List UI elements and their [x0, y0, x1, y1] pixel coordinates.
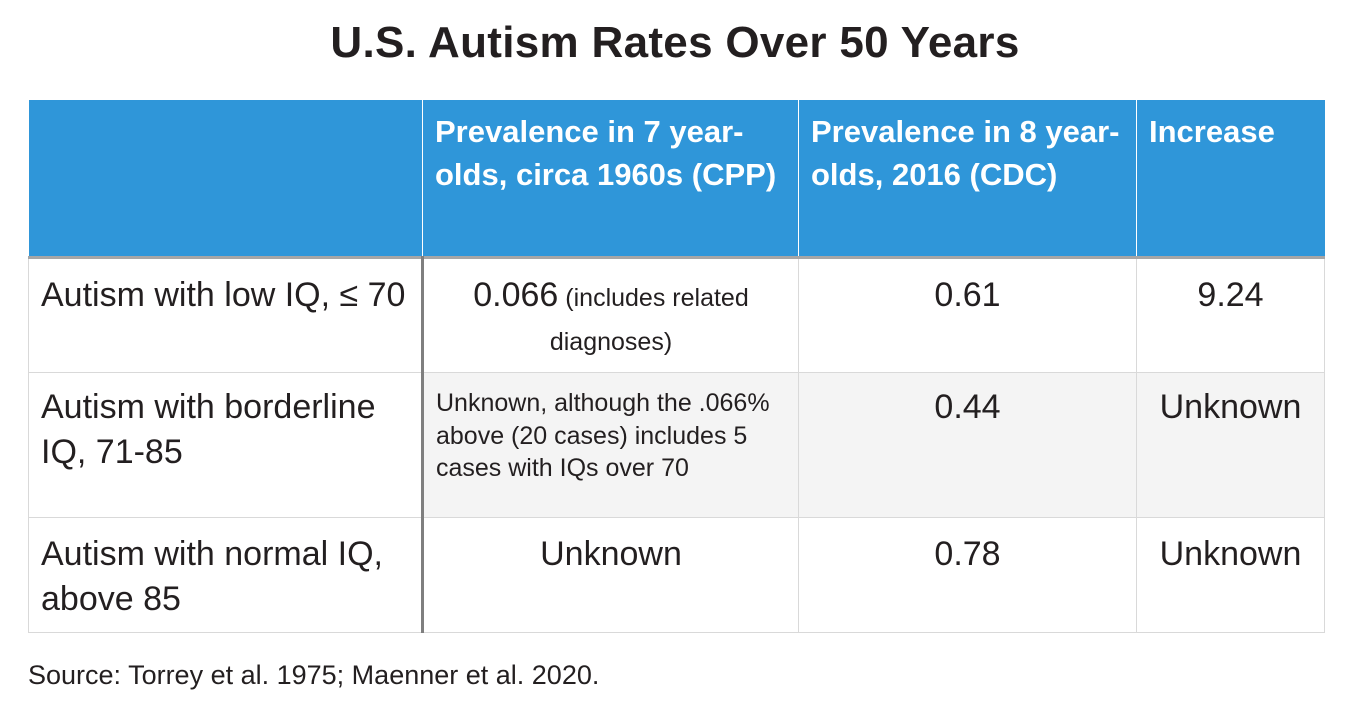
page-title: U.S. Autism Rates Over 50 Years — [330, 18, 1020, 67]
cpp-cell: 0.066 (includes related diagnoses) — [422, 255, 799, 374]
row-label: Autism with low IQ, ≤ 70 — [28, 255, 424, 374]
cpp-cell: Unknown, although the .066% above (20 ca… — [422, 372, 799, 519]
increase-cell: Unknown — [1136, 517, 1325, 633]
source-citation: Source: Torrey et al. 1975; Maenner et a… — [28, 660, 600, 690]
header-increase: Increase — [1136, 100, 1325, 257]
cpp-cell: Unknown — [422, 517, 799, 633]
autism-rates-table: Prevalence in 7 year-olds, circa 1960s (… — [28, 100, 1325, 633]
row-label: Autism with borderline IQ, 71-85 — [28, 372, 424, 519]
cdc-cell: 0.78 — [798, 517, 1137, 633]
table-row: Autism with low IQ, ≤ 70 0.066 (includes… — [28, 255, 1325, 374]
increase-cell: 9.24 — [1136, 255, 1325, 374]
header-row: Prevalence in 7 year-olds, circa 1960s (… — [28, 100, 1325, 257]
cdc-cell: 0.61 — [798, 255, 1137, 374]
header-empty-cell — [28, 100, 423, 257]
header-cpp-prevalence: Prevalence in 7 year-olds, circa 1960s (… — [422, 100, 799, 257]
table-row: Autism with borderline IQ, 71-85 Unknown… — [28, 372, 1325, 519]
cpp-note: (includes related diagnoses) — [549, 283, 749, 357]
cdc-cell: 0.44 — [798, 372, 1137, 519]
cpp-note: Unknown, although the .066% above (20 ca… — [436, 389, 770, 483]
table-row: Autism with normal IQ, above 85 Unknown … — [28, 517, 1325, 633]
header-cdc-prevalence: Prevalence in 8 year-olds, 2016 (CDC) — [798, 100, 1137, 257]
cpp-value: 0.066 — [473, 275, 559, 314]
increase-cell: Unknown — [1136, 372, 1325, 519]
row-label: Autism with normal IQ, above 85 — [28, 517, 424, 633]
